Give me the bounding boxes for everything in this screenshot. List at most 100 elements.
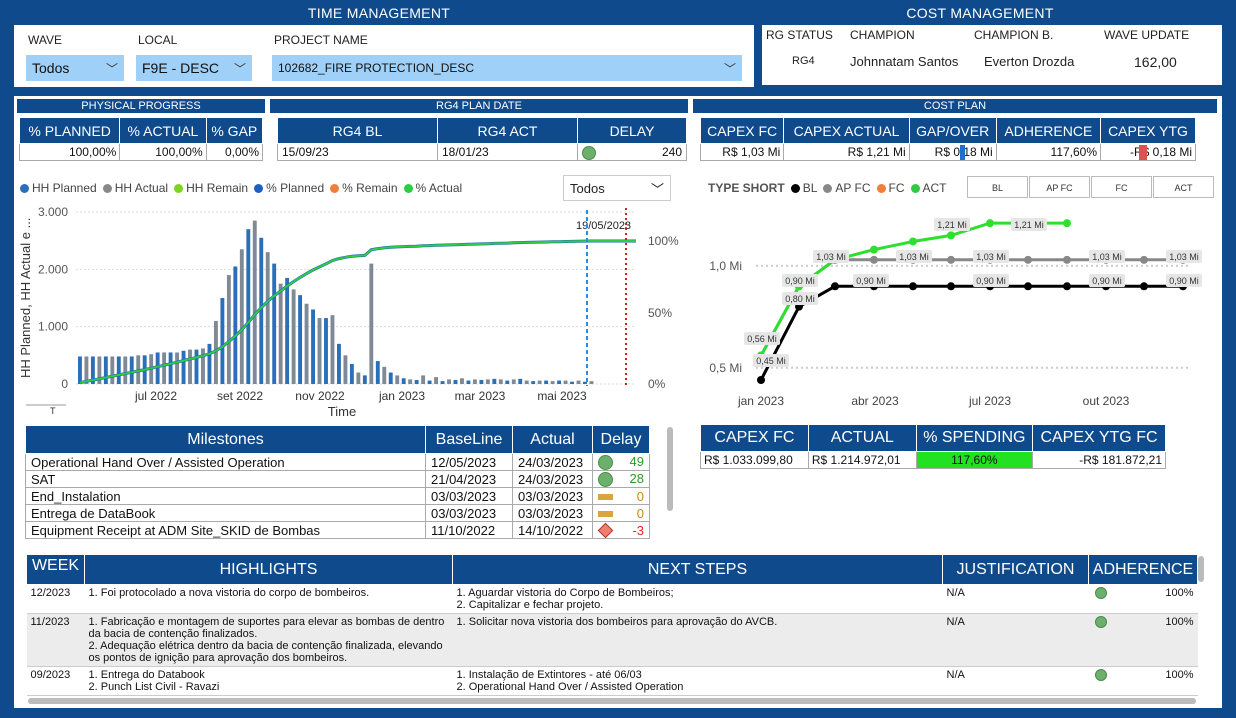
status-red-icon bbox=[597, 522, 614, 538]
delay-header[interactable]: DELAY bbox=[577, 117, 687, 144]
hh-bar bbox=[356, 372, 361, 384]
champion-b-value: Everton Drozda bbox=[984, 54, 1075, 69]
milestone-actual: 24/03/2023 bbox=[512, 470, 593, 488]
x-tick-label: jul 2022 bbox=[134, 389, 177, 403]
project-value: 102682_FIRE PROTECTION_DESC bbox=[278, 61, 475, 75]
chart-filter-value: Todos bbox=[570, 180, 605, 196]
hh-bar bbox=[213, 320, 218, 384]
milestone-row[interactable]: Equipment Receipt at ADM Site_SKID de Bo… bbox=[25, 521, 650, 539]
data-label-text: 0,90 Mi bbox=[976, 276, 1006, 286]
spend-actual-header[interactable]: ACTUAL bbox=[807, 424, 917, 452]
time-management-title: TIME MANAGEMENT bbox=[307, 5, 451, 21]
bl-point bbox=[831, 282, 839, 291]
fc-button[interactable]: FC bbox=[1091, 176, 1152, 198]
data-label-text: 0,80 Mi bbox=[785, 294, 815, 304]
milestones-header[interactable]: Milestones bbox=[25, 425, 426, 454]
milestone-row[interactable]: SAT 21/04/2023 24/03/2023 28 bbox=[25, 470, 650, 488]
highlights-header[interactable]: HIGHLIGHTS bbox=[84, 554, 453, 585]
data-label-bg bbox=[1166, 250, 1202, 263]
rg4-bl-header[interactable]: RG4 BL bbox=[277, 117, 438, 144]
wave-dropdown[interactable]: Todos ﹀ bbox=[26, 55, 124, 81]
project-dropdown[interactable]: 102682_FIRE PROTECTION_DESC ﹀ bbox=[272, 55, 742, 81]
data-label-text: 1,21 Mi bbox=[937, 220, 967, 230]
spend-ytg-header[interactable]: CAPEX YTG FC bbox=[1031, 424, 1167, 452]
data-label: 1,03 Mi bbox=[1166, 250, 1202, 263]
milestones-panel: Milestones BaseLine Actual Delay Operationa… bbox=[25, 425, 650, 543]
spend-capex-fc-header[interactable]: CAPEX FC bbox=[700, 424, 809, 452]
pct-gap-header[interactable]: % GAP bbox=[205, 117, 264, 144]
milestone-actual: 03/03/2023 bbox=[512, 487, 593, 505]
legend-pct-remain[interactable]: % Remain bbox=[330, 181, 398, 195]
hh-bar bbox=[550, 381, 555, 384]
spend-pct-header[interactable]: % SPENDING bbox=[915, 424, 1033, 452]
hh-bar bbox=[395, 375, 400, 384]
capex-fc-header[interactable]: CAPEX FC bbox=[699, 117, 785, 144]
pct-actual-header[interactable]: % ACTUAL bbox=[119, 117, 207, 144]
capex-ytg-header[interactable]: CAPEX YTG bbox=[1100, 117, 1196, 144]
weekly-v-scrollbar[interactable] bbox=[1198, 556, 1204, 582]
hh-bar bbox=[434, 377, 439, 384]
hh-bar bbox=[252, 220, 257, 384]
legend-fc[interactable]: FC bbox=[876, 181, 905, 195]
bl-button[interactable]: BL bbox=[967, 176, 1028, 198]
milestone-row[interactable]: End_Instalation 03/03/2023 03/03/2023 0 bbox=[25, 487, 650, 505]
rg-status-label: RG STATUS bbox=[766, 28, 833, 42]
legend-pct-actual[interactable]: % Actual bbox=[403, 181, 462, 195]
data-label-text: 0,90 Mi bbox=[856, 276, 886, 286]
actual-header[interactable]: Actual bbox=[512, 425, 593, 454]
chart-filter-dropdown[interactable]: Todos ﹀ bbox=[563, 175, 671, 201]
baseline-header[interactable]: BaseLine bbox=[425, 425, 513, 454]
milestone-row[interactable]: Entrega de DataBook 03/03/2023 03/03/2023 0 bbox=[25, 504, 650, 522]
data-label: 1,03 Mi bbox=[896, 250, 932, 263]
status-green-icon bbox=[598, 455, 613, 470]
ap-fc-point bbox=[1063, 255, 1071, 264]
data-label-text: 0,45 Mi bbox=[756, 356, 786, 366]
data-label-text: 1,03 Mi bbox=[976, 252, 1006, 262]
bl-point bbox=[757, 376, 765, 384]
pct-planned-header[interactable]: % PLANNED bbox=[18, 117, 121, 144]
weekly-row[interactable]: 09/2023 1. Entrega do Databook 2. Punch Li… bbox=[26, 666, 1198, 696]
cost-management-card: RG STATUS CHAMPION CHAMPION B. WAVE UPDA… bbox=[762, 25, 1222, 85]
capex-actual-header[interactable]: CAPEX ACTUAL bbox=[783, 117, 910, 144]
hh-bar bbox=[175, 352, 180, 384]
legend-pct-planned[interactable]: % Planned bbox=[254, 181, 324, 195]
local-dropdown[interactable]: F9E - DESC ﹀ bbox=[136, 55, 252, 81]
justification-header[interactable]: JUSTIFICATION bbox=[942, 554, 1089, 585]
legend-hh-planned[interactable]: HH Planned bbox=[20, 181, 97, 195]
next-steps-header[interactable]: NEXT STEPS bbox=[452, 554, 943, 585]
milestone-baseline: 03/03/2023 bbox=[425, 487, 513, 505]
cost-plan-title: COST PLAN bbox=[693, 99, 1217, 113]
hh-bar bbox=[324, 318, 328, 384]
weekly-row[interactable]: 11/2023 1. Fabricação e montagem de supor… bbox=[26, 613, 1198, 667]
legend-bl[interactable]: BL bbox=[790, 181, 817, 195]
y-tick-label: 0,5 Mi bbox=[709, 361, 742, 375]
act-button[interactable]: ACT bbox=[1153, 176, 1214, 198]
gap-over-header[interactable]: GAP/OVER bbox=[908, 117, 997, 144]
adherence-col-header[interactable]: ADHERENCE bbox=[1088, 554, 1198, 585]
legend-hh-remain[interactable]: HH Remain bbox=[174, 181, 248, 195]
delay-sort-header[interactable]: Delay bbox=[592, 425, 650, 454]
ap-fc-point bbox=[1024, 255, 1032, 264]
week-header[interactable]: WEEK bbox=[26, 554, 85, 585]
weekly-row[interactable]: 12/2023 1. Foi protocolado a nova vistori… bbox=[26, 584, 1198, 614]
hh-bar bbox=[97, 356, 102, 384]
highlights-cell: 1. Entrega do Databook 2. Punch List Civi… bbox=[84, 666, 453, 696]
legend-ap-fc[interactable]: AP FC bbox=[823, 181, 871, 195]
hh-bar bbox=[440, 381, 445, 384]
milestones-scrollbar[interactable] bbox=[667, 427, 673, 511]
legend-act[interactable]: ACT bbox=[910, 181, 947, 195]
y-tick-label: 1.000 bbox=[38, 320, 68, 334]
hh-bar bbox=[492, 378, 497, 384]
hh-bar bbox=[78, 356, 82, 384]
hh-bar bbox=[317, 318, 322, 384]
data-label-bg bbox=[853, 274, 889, 287]
rg4-act-header[interactable]: RG4 ACT bbox=[437, 117, 578, 144]
legend-hh-actual[interactable]: HH Actual bbox=[102, 181, 168, 195]
hh-bar bbox=[472, 379, 477, 384]
adherence-header[interactable]: ADHERENCE bbox=[995, 117, 1102, 144]
milestone-delay: 28 bbox=[592, 470, 650, 488]
weekly-h-scrollbar[interactable] bbox=[28, 698, 1196, 704]
milestone-row[interactable]: Operational Hand Over / Assisted Operati… bbox=[25, 453, 650, 471]
ap-fc-button[interactable]: AP FC bbox=[1029, 176, 1090, 198]
capex-fc-value: R$ 1,03 Mi bbox=[699, 143, 785, 161]
